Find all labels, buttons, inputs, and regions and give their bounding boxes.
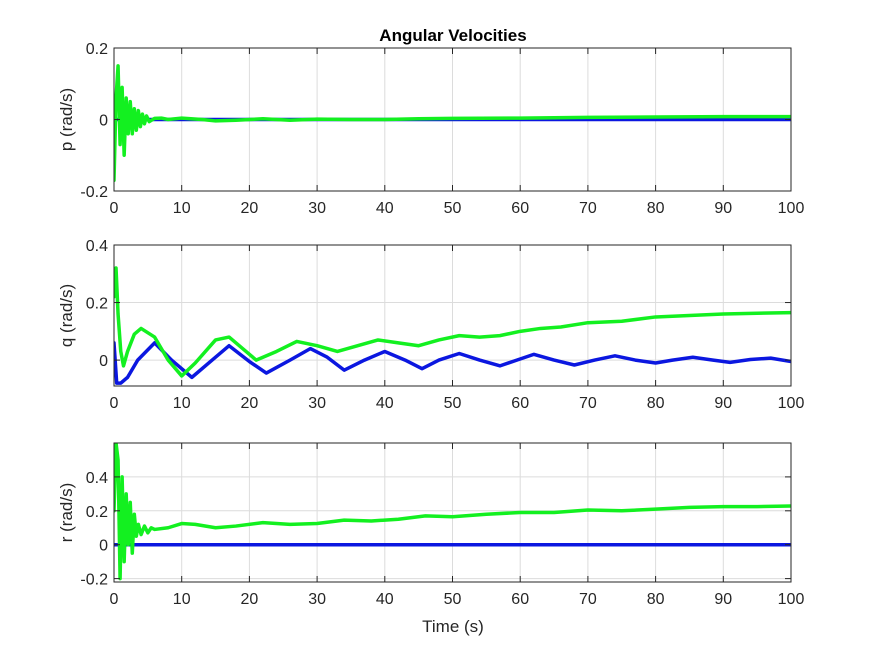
x-tick-label: 40 [376, 395, 394, 412]
y-tick-label: 0.2 [86, 41, 108, 58]
x-tick-label: 0 [110, 395, 119, 412]
series-line-2 [114, 266, 791, 378]
x-tick-label: 100 [778, 200, 805, 217]
subplot-2: 0 10 20 30 40 50 60 70 80 90 100 0 0.2 0.4 q (rad/s) [57, 238, 804, 412]
x-tick-label: 30 [308, 591, 326, 608]
subplot-1: 0 10 20 30 40 50 60 70 80 90 100-0.200.2p (rad/s) [57, 41, 804, 217]
x-tick-label: 40 [376, 200, 394, 217]
x-tick-label: 30 [308, 395, 326, 412]
x-tick-label: 50 [444, 591, 462, 608]
x-tick-label: 90 [714, 591, 732, 608]
x-tick-label: 90 [714, 395, 732, 412]
y-tick-label: 0.4 [86, 470, 108, 487]
x-tick-label: 10 [173, 395, 191, 412]
subplots: 0 10 20 30 40 50 60 70 80 90 100-0.200.2p (rad/s)0… [57, 41, 804, 608]
y-tick-label: 0.4 [86, 238, 108, 255]
y-tick-label: 0.2 [86, 296, 108, 313]
subplot-3: 0 10 20 30 40 50 60 70 80 90 100-0.200.20.4r (rad/… [57, 442, 805, 608]
x-tick-label: 20 [241, 200, 259, 217]
x-tick-label: 80 [647, 395, 665, 412]
series-line-2 [114, 64, 791, 183]
x-axis-label: Time (s) [422, 617, 484, 636]
y-axis-label: q (rad/s) [57, 284, 76, 347]
series-line-1 [114, 341, 791, 385]
x-tick-label: 100 [778, 395, 805, 412]
x-tick-label: 20 [241, 395, 259, 412]
x-tick-label: 50 [444, 200, 462, 217]
y-tick-label: 0 [99, 353, 108, 370]
y-axis-label: r (rad/s) [57, 483, 76, 543]
x-tick-label: 70 [579, 395, 597, 412]
x-tick-label: 10 [173, 591, 191, 608]
x-tick-label: 70 [579, 200, 597, 217]
y-tick-label: 0 [99, 538, 108, 555]
x-tick-label: 100 [778, 591, 805, 608]
x-tick-label: 80 [647, 200, 665, 217]
x-tick-label: 80 [647, 591, 665, 608]
y-axis-label: p (rad/s) [57, 88, 76, 151]
x-tick-label: 20 [241, 591, 259, 608]
chart-title: Angular Velocities [379, 26, 526, 45]
x-tick-label: 60 [511, 395, 529, 412]
x-tick-label: 0 [110, 591, 119, 608]
x-tick-label: 0 [110, 200, 119, 217]
series-line-2 [114, 443, 791, 581]
x-tick-label: 50 [444, 395, 462, 412]
y-tick-label: 0 [99, 113, 108, 130]
x-tick-label: 60 [511, 591, 529, 608]
x-tick-label: 90 [714, 200, 732, 217]
x-tick-label: 70 [579, 591, 597, 608]
x-tick-label: 40 [376, 591, 394, 608]
y-tick-label: 0.2 [86, 504, 108, 521]
x-tick-label: 60 [511, 200, 529, 217]
y-tick-label: -0.2 [80, 184, 108, 201]
x-tick-label: 10 [173, 200, 191, 217]
x-tick-label: 30 [308, 200, 326, 217]
y-tick-label: -0.2 [80, 572, 108, 589]
